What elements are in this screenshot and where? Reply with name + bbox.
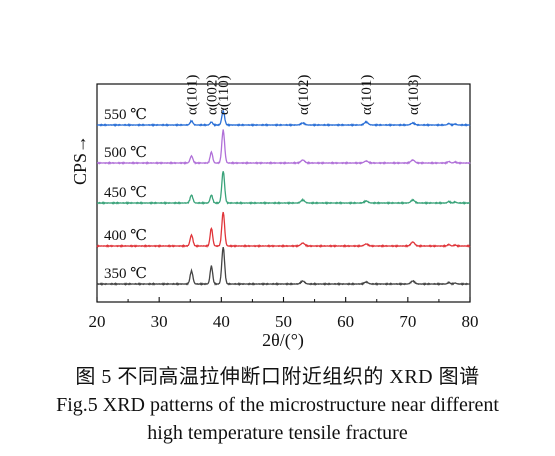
- peak-label-4: α(101): [359, 75, 375, 115]
- peak-label-0: α(101): [184, 75, 200, 115]
- peak-labels-layer: α(101) α(002)α(110) α(102) α(101) α(103): [184, 75, 421, 115]
- x-tick-label-30: 30: [151, 312, 168, 331]
- y-axis-label: CPS→: [70, 135, 90, 185]
- caption-english-line1: Fig.5 XRD patterns of the microstructure…: [56, 394, 499, 416]
- series-line-3: [96, 211, 471, 248]
- caption-english-line2: high temperature tensile fracture: [147, 422, 408, 444]
- x-tick-label-40: 40: [213, 312, 230, 331]
- series-line-0: [96, 109, 471, 127]
- series-layer: [96, 109, 471, 286]
- series-label-1: 500 ℃: [104, 145, 147, 161]
- series-label-4: 350 ℃: [104, 266, 147, 282]
- series-labels-layer: 550 ℃ 500 ℃ 450 ℃ 400 ℃ 350 ℃: [104, 107, 147, 282]
- plot-frame: [96, 83, 471, 303]
- x-tick-label-70: 70: [399, 312, 416, 331]
- peak-label-2: α(110): [216, 75, 232, 115]
- x-tick-label-20: 20: [89, 312, 106, 331]
- x-tick-label-50: 50: [275, 312, 292, 331]
- caption-chinese: 图 5 不同高温拉伸断口附近组织的 XRD 图谱: [75, 366, 480, 388]
- xrd-chart: 20 30 40 50 60 70 80 α(101) α(002)α(110) α(102) α…: [70, 75, 479, 351]
- peak-label-1: α(002): [204, 75, 220, 115]
- series-line-2: [96, 171, 471, 205]
- series-label-3: 400 ℃: [104, 228, 147, 244]
- x-tick-label-60: 60: [337, 312, 354, 331]
- x-tick-label-80: 80: [462, 312, 479, 331]
- ticks-layer: 20 30 40 50 60 70 80: [89, 297, 479, 331]
- peak-label-5: α(103): [406, 75, 422, 115]
- series-label-0: 550 ℃: [104, 107, 147, 123]
- peak-label-3: α(102): [296, 75, 312, 115]
- series-line-4: [96, 246, 471, 286]
- x-axis-label: 2θ/(°): [262, 330, 304, 351]
- series-label-2: 450 ℃: [104, 185, 147, 201]
- series-line-1: [96, 129, 471, 165]
